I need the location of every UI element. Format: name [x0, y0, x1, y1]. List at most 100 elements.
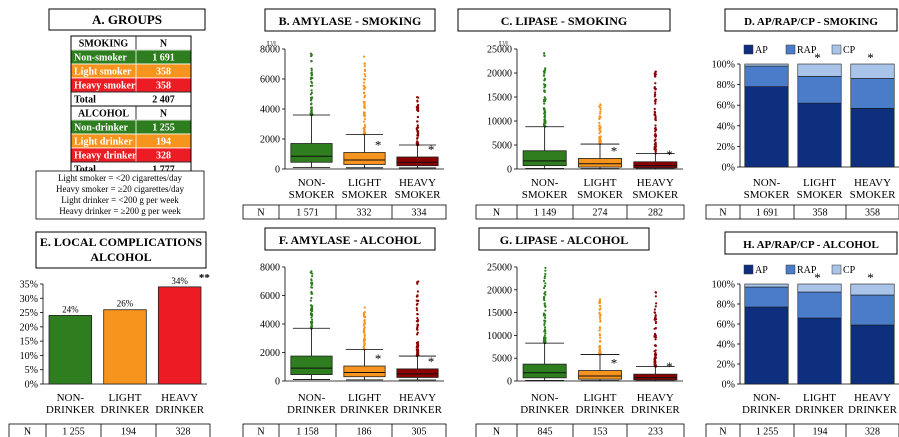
- box: [633, 161, 678, 169]
- outlier-point: [653, 350, 656, 353]
- x-category-label: SMOKER: [289, 189, 336, 201]
- y-tick-label: 5%: [25, 365, 38, 376]
- legend-label: AP: [755, 45, 768, 56]
- outlier-point: [363, 132, 366, 135]
- legend-label: CP: [843, 45, 856, 56]
- outlier-point: [544, 84, 547, 87]
- n-table-value: 1 149: [534, 208, 557, 219]
- outlier-point: [654, 291, 657, 294]
- chart-title: ALCOHOL: [90, 250, 151, 264]
- bar: [48, 315, 93, 385]
- outlier-point: [543, 102, 546, 105]
- y-tick-label: 0%: [722, 163, 735, 174]
- box: [343, 365, 386, 378]
- outlier-point: [654, 91, 657, 94]
- outlier-point: [362, 55, 366, 58]
- outlier-point: [310, 281, 314, 284]
- stacked-bar-segment: [797, 63, 842, 77]
- x-category-label: SMOKER: [395, 189, 442, 201]
- outlier-point: [543, 284, 546, 288]
- outlier-point: [654, 314, 657, 317]
- outlier-point: [363, 69, 367, 73]
- y-tick-label: 5000: [492, 354, 512, 365]
- n-table-value: 1 255: [62, 427, 85, 437]
- table-row-label: Heavy smoker: [74, 81, 136, 92]
- outlier-point: [654, 338, 657, 341]
- outlier-point: [310, 316, 313, 319]
- box: [290, 143, 333, 163]
- table-total-n: 2 407: [152, 95, 175, 106]
- outlier-point: [653, 145, 656, 149]
- outlier-point: [598, 345, 601, 348]
- legend-swatch: [743, 44, 754, 55]
- n-table-label: N: [719, 427, 726, 437]
- outlier-point: [310, 324, 313, 327]
- outlier-point: [599, 110, 602, 113]
- n-table-value: 1 158: [296, 427, 319, 437]
- x-category-label: LIGHT: [348, 177, 381, 189]
- chart-title: H. AP/RAP/CP - ALCOHOL: [743, 239, 879, 251]
- outlier-point: [416, 124, 419, 127]
- chart-title: B. AMYLASE - SMOKING: [279, 14, 422, 28]
- n-table-value: 305: [412, 427, 427, 437]
- outlier-point: [542, 286, 546, 290]
- n-table: N 1 255 194 328: [705, 423, 899, 437]
- x-category-label: DRINKER: [795, 404, 845, 416]
- y-tick-label: 8000: [260, 45, 280, 56]
- outlier-point: [598, 121, 601, 125]
- outlier-point: [654, 73, 657, 76]
- stacked-bar-segment: [797, 102, 842, 168]
- stacked-bar-segment: [744, 86, 789, 168]
- outlier-point: [653, 114, 657, 117]
- chart-title: G. LIPASE - ALCOHOL: [500, 233, 628, 247]
- outlier-point: [310, 60, 313, 63]
- outlier-point: [310, 110, 313, 113]
- x-category-label: SMOKER: [850, 189, 897, 201]
- y-tick-label: 15000: [487, 308, 512, 319]
- y-tick-label: 6000: [260, 291, 280, 302]
- stacked-bar-segment: [744, 63, 789, 67]
- outlier-point: [543, 68, 547, 71]
- n-table: N 845 153 233: [475, 423, 685, 437]
- outlier-point: [654, 130, 657, 133]
- outlier-point: [309, 107, 313, 110]
- x-category-label: NON-: [753, 177, 781, 189]
- stacked-bar-segment: [797, 317, 842, 385]
- outlier-point: [654, 141, 657, 144]
- outlier-point: [544, 293, 547, 296]
- y-tick-label: 10000: [487, 117, 512, 128]
- outlier-point: [653, 127, 657, 130]
- box: [578, 370, 622, 380]
- outlier-point: [653, 362, 656, 366]
- outlier-point: [542, 122, 546, 126]
- outlier-point: [542, 100, 546, 103]
- bar-value-label: 34%: [171, 276, 188, 286]
- outlier-point: [598, 115, 601, 118]
- chart-title-box: [724, 231, 898, 255]
- n-table-border: [705, 204, 899, 220]
- outlier-point: [363, 78, 366, 81]
- x-category-label: DRINKER: [287, 404, 337, 416]
- outlier-point: [654, 82, 657, 85]
- outlier-point: [598, 127, 601, 130]
- outlier-point: [599, 103, 602, 106]
- outlier-point: [598, 334, 602, 337]
- n-table-value: 194: [121, 427, 136, 437]
- n-table-label: N: [719, 208, 726, 219]
- outlier-point: [543, 110, 546, 113]
- outlier-point: [543, 116, 547, 119]
- chart-panel-g: G. LIPASE - ALCOHOL 0 5000 10000 15000 20000 2…: [475, 227, 685, 437]
- y-tick-label: 35%: [20, 280, 38, 291]
- outlier-point: [310, 73, 313, 76]
- chart-panel-f: F. AMYLASE - ALCOHOL 0 2000 4000 6000 8000 NON…: [242, 227, 447, 437]
- x-category-label: SMOKER: [522, 189, 569, 201]
- significance-star: *: [666, 359, 673, 374]
- chart-panel-d: D. AP/RAP/CP - SMOKING 0% 20% 40% 60% 80% 100%…: [705, 8, 899, 220]
- outlier-point: [544, 282, 547, 285]
- y-tick-label: 6000: [260, 75, 280, 86]
- n-table: N 1 691 358 358: [705, 204, 899, 220]
- outlier-point: [416, 281, 419, 284]
- definitions-box: [35, 170, 205, 220]
- outlier-point: [311, 272, 314, 275]
